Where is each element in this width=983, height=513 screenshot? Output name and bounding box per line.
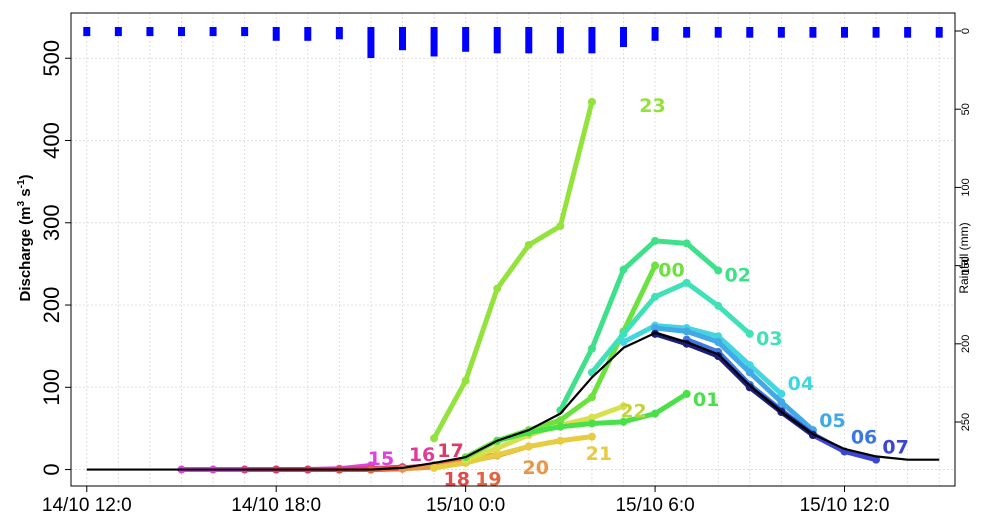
series-point-01 bbox=[588, 419, 596, 427]
rain-bar bbox=[431, 27, 438, 56]
rain-bar bbox=[525, 27, 532, 53]
rain-bar bbox=[620, 27, 627, 47]
series-point-03 bbox=[651, 293, 659, 301]
series-label-23: 23 bbox=[639, 95, 665, 117]
rain-bar bbox=[273, 27, 280, 41]
y2-tick-label: 50 bbox=[960, 103, 972, 115]
y-tick-label: 300 bbox=[39, 204, 64, 241]
series-point-05 bbox=[683, 327, 691, 335]
rain-bar bbox=[210, 27, 217, 36]
series-label-17: 17 bbox=[437, 440, 463, 462]
series-point-03 bbox=[620, 330, 628, 338]
rain-bar bbox=[715, 27, 722, 38]
series-label-07: 07 bbox=[882, 437, 908, 459]
series-label-04: 04 bbox=[788, 373, 814, 395]
rain-bar bbox=[462, 27, 469, 52]
series-point-01 bbox=[556, 423, 564, 431]
y-axis-label: Discharge (m3 s-1) bbox=[16, 174, 34, 301]
series-point-23 bbox=[462, 377, 470, 385]
series-label-03: 03 bbox=[756, 328, 782, 350]
series-point-02 bbox=[588, 345, 596, 353]
rain-bar bbox=[241, 27, 248, 36]
rain-bar bbox=[178, 27, 185, 36]
series-point-23 bbox=[588, 98, 596, 106]
y-tick-label: 500 bbox=[39, 40, 64, 77]
series-point-23 bbox=[493, 285, 501, 293]
series-point-21 bbox=[556, 437, 564, 445]
rain-bar bbox=[336, 27, 343, 39]
series-label-01: 01 bbox=[693, 389, 719, 411]
y2-axis-label: Rainfall (mm) bbox=[957, 222, 971, 293]
series-label-19: 19 bbox=[475, 469, 501, 491]
series-line-23 bbox=[434, 102, 592, 438]
rain-bar bbox=[936, 27, 943, 38]
x-tick-label: 14/10 12:0 bbox=[42, 495, 132, 513]
series-point-02 bbox=[620, 266, 628, 274]
series-point-21 bbox=[525, 443, 533, 451]
y-tick-label: 200 bbox=[39, 287, 64, 324]
series-point-00 bbox=[588, 393, 596, 401]
rain-bar bbox=[778, 27, 785, 38]
series-point-04 bbox=[620, 338, 628, 346]
series-point-02 bbox=[714, 266, 722, 274]
series-point-03 bbox=[746, 330, 754, 338]
series-label-22: 22 bbox=[620, 400, 646, 422]
rain-bar bbox=[588, 27, 595, 53]
rain-bar bbox=[367, 27, 374, 58]
series-label-05: 05 bbox=[819, 410, 845, 432]
y-axis: 0 100 200 300 400 500 bbox=[39, 40, 71, 476]
rain-bar bbox=[873, 27, 880, 38]
x-axis: 14/10 12:0 14/10 18:0 15/10 0:0 15/10 6:0 15… bbox=[42, 486, 890, 513]
rain-bar bbox=[494, 27, 501, 53]
series-point-03 bbox=[714, 302, 722, 310]
rain-bar bbox=[115, 27, 122, 36]
series-point-02 bbox=[683, 239, 691, 247]
series-label-00: 00 bbox=[658, 260, 684, 282]
series-label-20: 20 bbox=[522, 457, 548, 479]
series-label-21: 21 bbox=[586, 443, 612, 465]
y2-tick-label: 250 bbox=[960, 413, 972, 431]
rain-bar bbox=[304, 27, 311, 41]
x-tick-label: 15/10 6:0 bbox=[615, 495, 694, 513]
series-label-02: 02 bbox=[725, 265, 751, 287]
y2-tick-label: 100 bbox=[960, 178, 972, 196]
series-point-05 bbox=[746, 368, 754, 376]
x-tick-label: 14/10 18:0 bbox=[231, 495, 321, 513]
series-point-23 bbox=[525, 241, 533, 249]
rain-bar bbox=[557, 27, 564, 53]
series-point-22 bbox=[493, 444, 501, 452]
series-point-05 bbox=[714, 338, 722, 346]
series-label-16: 16 bbox=[409, 444, 435, 466]
rain-bar bbox=[146, 27, 153, 36]
rain-bar bbox=[809, 27, 816, 38]
series-label-06: 06 bbox=[851, 427, 877, 449]
y-tick-label: 400 bbox=[39, 122, 64, 159]
series-label-15: 15 bbox=[368, 448, 394, 470]
y2-tick-label: 0 bbox=[960, 28, 972, 34]
rainfall-bars bbox=[83, 27, 942, 58]
y-tick-label: 0 bbox=[39, 463, 64, 475]
y2-tick-label: 200 bbox=[960, 335, 972, 353]
rain-bar bbox=[652, 27, 659, 41]
series-point-02 bbox=[651, 237, 659, 245]
rain-bar bbox=[683, 27, 690, 38]
series-point-01 bbox=[651, 410, 659, 418]
series-point-01 bbox=[683, 390, 691, 398]
rain-bar bbox=[399, 27, 406, 50]
series-point-23 bbox=[556, 222, 564, 230]
x-tick-label: 15/10 12:0 bbox=[800, 495, 890, 513]
series-point-21 bbox=[588, 433, 596, 441]
y-tick-label: 100 bbox=[39, 369, 64, 406]
rain-bar bbox=[841, 27, 848, 38]
rain-bar bbox=[904, 27, 911, 38]
rain-bar bbox=[83, 27, 90, 36]
rain-bar bbox=[746, 27, 753, 38]
x-tick-label: 15/10 0:0 bbox=[426, 495, 505, 513]
